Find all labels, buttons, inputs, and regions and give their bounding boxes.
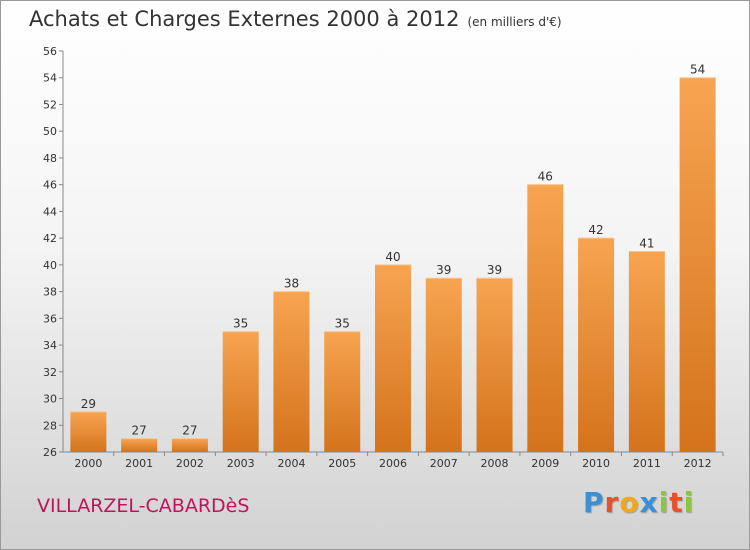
bar xyxy=(121,438,158,452)
data-label: 42 xyxy=(588,223,603,237)
logo-letter: r xyxy=(604,486,620,519)
bar xyxy=(171,438,208,452)
data-label: 39 xyxy=(436,263,451,277)
bar xyxy=(273,291,310,452)
commune-name: VILLARZEL-CABARDèS xyxy=(37,495,250,517)
x-tick-label: 2010 xyxy=(582,457,610,470)
y-tick-label: 52 xyxy=(43,98,57,111)
bar xyxy=(578,238,615,452)
bar xyxy=(527,184,564,452)
y-tick-label: 34 xyxy=(43,339,57,352)
y-tick-label: 32 xyxy=(43,366,57,379)
x-tick-label: 2001 xyxy=(125,457,153,470)
chart-title: Achats et Charges Externes 2000 à 2012 (e… xyxy=(29,7,562,31)
y-tick-label: 30 xyxy=(43,393,57,406)
chart-axes: 26 28 30 32 34 36 38 40 42 44 46 48 50 52 54 56 2000 2001… xyxy=(43,45,724,470)
bar xyxy=(375,264,411,452)
y-tick-label: 28 xyxy=(43,419,57,432)
data-label: 54 xyxy=(690,63,705,77)
logo-letter: t xyxy=(669,486,684,519)
bar xyxy=(628,251,665,452)
logo-letter: P xyxy=(583,486,605,519)
y-tick-label: 50 xyxy=(43,125,57,138)
data-label: 27 xyxy=(132,424,147,438)
data-label: 29 xyxy=(81,397,96,411)
data-label: 46 xyxy=(538,170,553,184)
bar xyxy=(425,278,462,452)
x-tick-label: 2011 xyxy=(633,457,661,470)
logo-letter: i xyxy=(683,486,695,519)
x-tick-label: 2009 xyxy=(531,457,559,470)
bar xyxy=(324,331,361,452)
data-label: 41 xyxy=(639,237,654,251)
bar xyxy=(476,278,513,452)
y-tick-label: 54 xyxy=(43,72,57,85)
x-tick-label: 2008 xyxy=(481,457,509,470)
y-tick-label: 48 xyxy=(43,152,57,165)
logo-letter: o xyxy=(619,486,640,519)
y-tick-label: 44 xyxy=(43,205,57,218)
chart-title-text: Achats et Charges Externes 2000 à 2012 xyxy=(29,7,460,31)
x-tick-label: 2000 xyxy=(74,457,102,470)
x-tick-label: 2005 xyxy=(328,457,356,470)
x-tick-label: 2004 xyxy=(277,457,305,470)
logo-letter: i xyxy=(658,486,670,519)
x-tick-label: 2002 xyxy=(176,457,204,470)
bar xyxy=(222,331,259,452)
data-label: 39 xyxy=(487,263,502,277)
y-tick-label: 42 xyxy=(43,232,57,245)
y-tick-label: 46 xyxy=(43,179,57,192)
y-tick-label: 36 xyxy=(43,312,57,325)
x-tick-label: 2012 xyxy=(684,457,712,470)
data-label: 27 xyxy=(182,424,197,438)
data-label: 35 xyxy=(335,317,350,331)
y-tick-label: 38 xyxy=(43,286,57,299)
data-label: 40 xyxy=(385,250,400,264)
proxiti-logo: Proxiti xyxy=(583,486,694,519)
data-label: 38 xyxy=(284,277,299,291)
y-tick-label: 56 xyxy=(43,45,57,58)
data-label: 35 xyxy=(233,317,248,331)
bar xyxy=(70,411,107,452)
x-tick-label: 2006 xyxy=(379,457,407,470)
x-tick-label: 2003 xyxy=(227,457,255,470)
logo-letter: x xyxy=(639,486,659,519)
y-tick-label: 26 xyxy=(43,446,57,459)
chart-subtitle: (en milliers d'€) xyxy=(467,15,562,29)
bar xyxy=(679,77,716,452)
x-tick-label: 2007 xyxy=(430,457,458,470)
y-tick-label: 40 xyxy=(43,259,57,272)
chart-bars: 29 27 27 35 38 35 40 39 39 46 42 41 54 xyxy=(70,63,716,452)
